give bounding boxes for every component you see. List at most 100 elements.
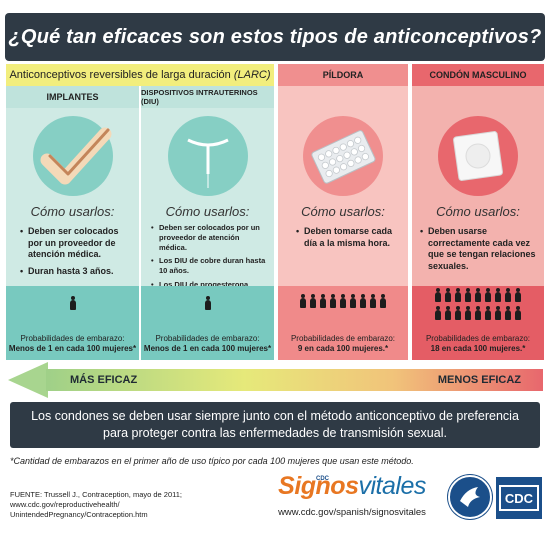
pregnancy-figures — [412, 288, 544, 324]
how-to-use-label: Cómo usarlos: — [30, 204, 115, 219]
condom-note-text: Los condones se deben usar siempre junto… — [31, 409, 519, 440]
condom-circle — [438, 116, 518, 196]
column-body: Cómo usarlos: Deben ser colocados por un… — [141, 108, 274, 299]
pregnant-woman-icon — [464, 288, 472, 302]
column-header: PÍLDORA — [278, 64, 408, 86]
effectiveness-arrow: MÁS EFICAZ MENOS EFICAZ — [8, 362, 543, 398]
pregnant-woman-icon — [474, 306, 482, 320]
pregnant-woman-icon — [359, 294, 367, 308]
column-implants: IMPLANTES Cómo usarlos: Deben ser coloca… — [6, 86, 139, 286]
usage-item: Los DIU de cobre duran hasta 10 años. — [151, 256, 269, 276]
condom-wrapper-icon — [453, 131, 503, 181]
how-to-use-label: Cómo usarlos: — [436, 204, 520, 219]
implant-circle — [33, 116, 113, 196]
pregnant-woman-icon — [504, 306, 512, 320]
arrow-head — [8, 362, 48, 398]
cdc-logo-text: CDC — [499, 485, 539, 511]
probability-label: Probabilidades de embarazo: — [20, 334, 125, 343]
least-effective-label: MENOS EFICAZ — [437, 374, 521, 386]
probability-pill: Probabilidades de embarazo: 9 en cada 10… — [278, 286, 408, 360]
pill-pack-icon — [311, 130, 376, 184]
usage-list: Deben tomarse cada día a la misma hora. — [296, 226, 396, 254]
pregnant-woman-icon — [444, 288, 452, 302]
source-line: FUENTE: Trussell J., Contraception, mayo… — [10, 490, 183, 510]
pregnant-woman-icon — [464, 306, 472, 320]
column-body: Cómo usarlos: Deben usarse correctamente… — [412, 86, 544, 286]
most-effective-label: MÁS EFICAZ — [70, 374, 138, 386]
probability-label: Probabilidades de embarazo: — [290, 334, 396, 343]
usage-item: Deben ser colocados por un proveedor de … — [151, 223, 269, 252]
pregnant-woman-icon — [514, 288, 522, 302]
iud-icon — [187, 138, 229, 188]
probability-value: Menos de 1 en cada 100 mujeres* — [143, 344, 272, 354]
column-iud: DISPOSITIVOS INTRAUTERINOS (DIU) Cómo us… — [141, 86, 274, 299]
larc-band: Anticonceptivos reversibles de larga dur… — [6, 64, 274, 86]
probability-value: Menos de 1 en cada 100 mujeres* — [8, 344, 137, 354]
pregnant-woman-icon — [494, 288, 502, 302]
how-to-use-label: Cómo usarlos: — [165, 204, 250, 219]
larc-abbr: (LARC) — [233, 69, 271, 81]
probability-text: Probabilidades de embarazo: Menos de 1 e… — [6, 334, 139, 355]
probability-iud: Probabilidades de embarazo: Menos de 1 e… — [141, 286, 274, 360]
pregnant-woman-icon — [474, 288, 482, 302]
pregnant-woman-icon — [299, 294, 307, 308]
pregnant-woman-icon — [504, 288, 512, 302]
pill-circle — [303, 116, 383, 196]
pregnant-woman-icon — [319, 294, 327, 308]
vital-signs-brand: CDC Signosvitales www.cdc.gov/spanish/si… — [262, 472, 442, 518]
probability-implants: Probabilidades de embarazo: Menos de 1 e… — [6, 286, 139, 360]
how-to-use-label: Cómo usarlos: — [301, 204, 385, 219]
column-header: CONDÓN MASCULINO — [412, 64, 544, 86]
usage-item: Deben usarse correctamente cada vez que … — [420, 226, 540, 273]
pregnant-woman-icon — [369, 294, 377, 308]
pregnancy-figures — [141, 296, 274, 315]
condom-note: Los condones se deben usar siempre junto… — [10, 402, 540, 448]
pregnancy-figures — [6, 296, 139, 315]
probability-text: Probabilidades de embarazo: Menos de 1 e… — [141, 334, 274, 355]
pregnant-woman-icon — [349, 294, 357, 308]
pregnant-woman-icon — [454, 306, 462, 320]
footnote: *Cantidad de embarazos en el primer año … — [10, 456, 414, 466]
column-header: DISPOSITIVOS INTRAUTERINOS (DIU) — [141, 86, 274, 108]
brand-url[interactable]: www.cdc.gov/spanish/signosvitales — [278, 507, 426, 518]
column-pill: PÍLDORA Cómo usarlos: Deben tomarse cada… — [278, 64, 408, 286]
pregnant-woman-icon — [484, 288, 492, 302]
usage-list: Deben ser colocados por un proveedor de … — [20, 226, 132, 283]
iud-circle — [168, 116, 248, 196]
probability-value: 9 en cada 100 mujeres.* — [297, 344, 389, 354]
probability-label: Probabilidades de embarazo: — [425, 334, 531, 343]
wordmark-part-2: vitales — [358, 472, 426, 500]
cdc-small-label: CDC — [316, 476, 329, 482]
hhs-seal-icon — [448, 475, 492, 519]
pregnant-woman-icon — [329, 294, 337, 308]
usage-list: Deben usarse correctamente cada vez que … — [420, 226, 540, 278]
probability-label: Probabilidades de embarazo: — [155, 334, 260, 343]
source-line: UnintendedPregnancy/Contraception.htm — [10, 510, 148, 520]
pregnant-woman-icon — [514, 306, 522, 320]
cdc-logo-icon: CDC — [496, 477, 542, 519]
column-header: IMPLANTES — [6, 86, 139, 108]
agency-logos: CDC — [448, 471, 544, 527]
probability-text: Probabilidades de embarazo: 18 en cada 1… — [412, 334, 544, 355]
usage-item: Duran hasta 3 años. — [20, 266, 132, 278]
wordmark-part-1: Signos — [278, 472, 359, 500]
pregnant-woman-icon — [484, 306, 492, 320]
pregnant-woman-icon — [454, 288, 462, 302]
eagle-icon — [460, 487, 480, 507]
source-citation: FUENTE: Trussell J., Contraception, mayo… — [10, 490, 190, 520]
pregnant-woman-icon — [69, 296, 77, 310]
usage-item: Deben tomarse cada día a la misma hora. — [296, 226, 396, 249]
checkmark-arm-icon — [40, 127, 112, 185]
column-body: Cómo usarlos: Deben tomarse cada día a l… — [278, 86, 408, 286]
column-body: Cómo usarlos: Deben ser colocados por un… — [6, 108, 139, 286]
pregnant-woman-icon — [434, 288, 442, 302]
page-title: ¿Qué tan eficaces son estos tipos de ant… — [8, 25, 542, 48]
arrow-shaft — [46, 369, 543, 391]
probability-text: Probabilidades de embarazo: 9 en cada 10… — [278, 334, 408, 355]
pregnant-woman-icon — [434, 306, 442, 320]
column-condom: CONDÓN MASCULINO Cómo usarlos: Deben usa… — [412, 64, 544, 286]
usage-item: Deben ser colocados por un proveedor de … — [20, 226, 132, 261]
pregnant-woman-icon — [494, 306, 502, 320]
pregnant-woman-icon — [309, 294, 317, 308]
pregnant-woman-icon — [444, 306, 452, 320]
